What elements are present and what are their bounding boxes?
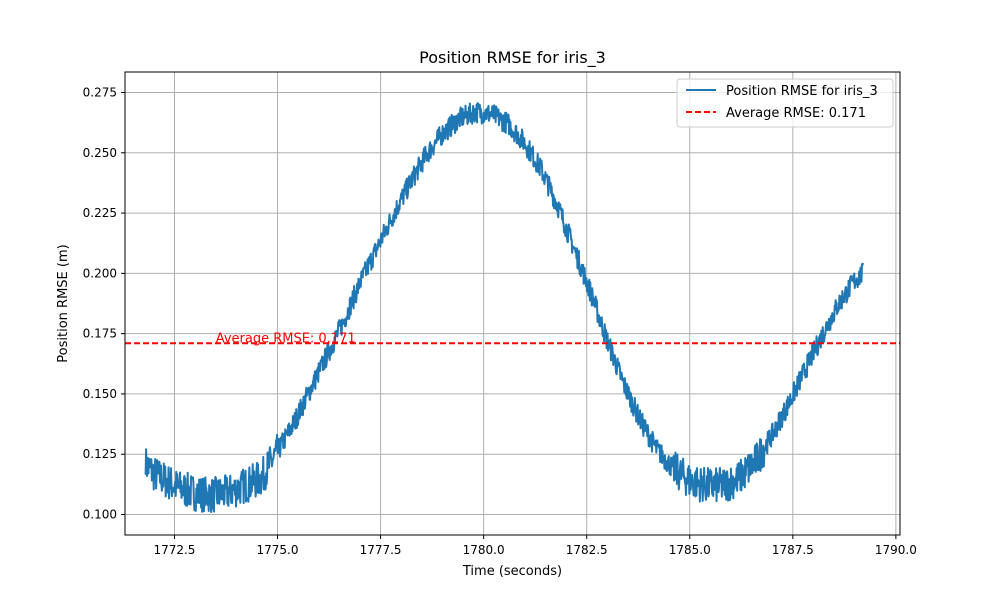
legend-box bbox=[676, 78, 894, 128]
y-axis-label: Position RMSE (m) bbox=[56, 244, 71, 362]
plot-area: Average RMSE: 0.171 bbox=[125, 102, 900, 514]
series-line-rmse bbox=[144, 102, 864, 514]
y-tick-label: 0.200 bbox=[83, 266, 117, 280]
y-tick-label: 0.125 bbox=[83, 447, 117, 461]
chart-title: Position RMSE for iris_3 bbox=[419, 48, 606, 68]
x-axis-label: Time (seconds) bbox=[462, 564, 562, 579]
x-tick-label: 1775.0 bbox=[257, 543, 299, 557]
y-tick-label: 0.100 bbox=[83, 508, 117, 522]
x-tick-label: 1787.5 bbox=[772, 543, 814, 557]
legend: Position RMSE for iris_3 Average RMSE: 0… bbox=[676, 78, 894, 128]
y-tick-label: 0.150 bbox=[83, 387, 117, 401]
x-tick-label: 1777.5 bbox=[360, 543, 402, 557]
x-tick-label: 1782.5 bbox=[566, 543, 608, 557]
y-tick-label: 0.175 bbox=[83, 327, 117, 341]
legend-entry-rmse: Position RMSE for iris_3 bbox=[726, 84, 878, 99]
y-tick-label: 0.275 bbox=[83, 85, 117, 99]
x-tick-label: 1772.5 bbox=[153, 543, 195, 557]
axis-ticks: 1772.5 1775.0 1777.5 1780.0 1782.5 1785.0 1787… bbox=[83, 85, 917, 557]
x-tick-label: 1790.0 bbox=[875, 543, 917, 557]
y-tick-label: 0.225 bbox=[83, 206, 117, 220]
grid bbox=[125, 72, 900, 535]
legend-entry-average: Average RMSE: 0.171 bbox=[726, 106, 866, 121]
x-tick-label: 1785.0 bbox=[669, 543, 711, 557]
y-tick-label: 0.250 bbox=[83, 146, 117, 160]
x-tick-label: 1780.0 bbox=[463, 543, 505, 557]
axes-frame bbox=[124, 71, 901, 536]
average-rmse-annotation: Average RMSE: 0.171 bbox=[216, 331, 356, 346]
